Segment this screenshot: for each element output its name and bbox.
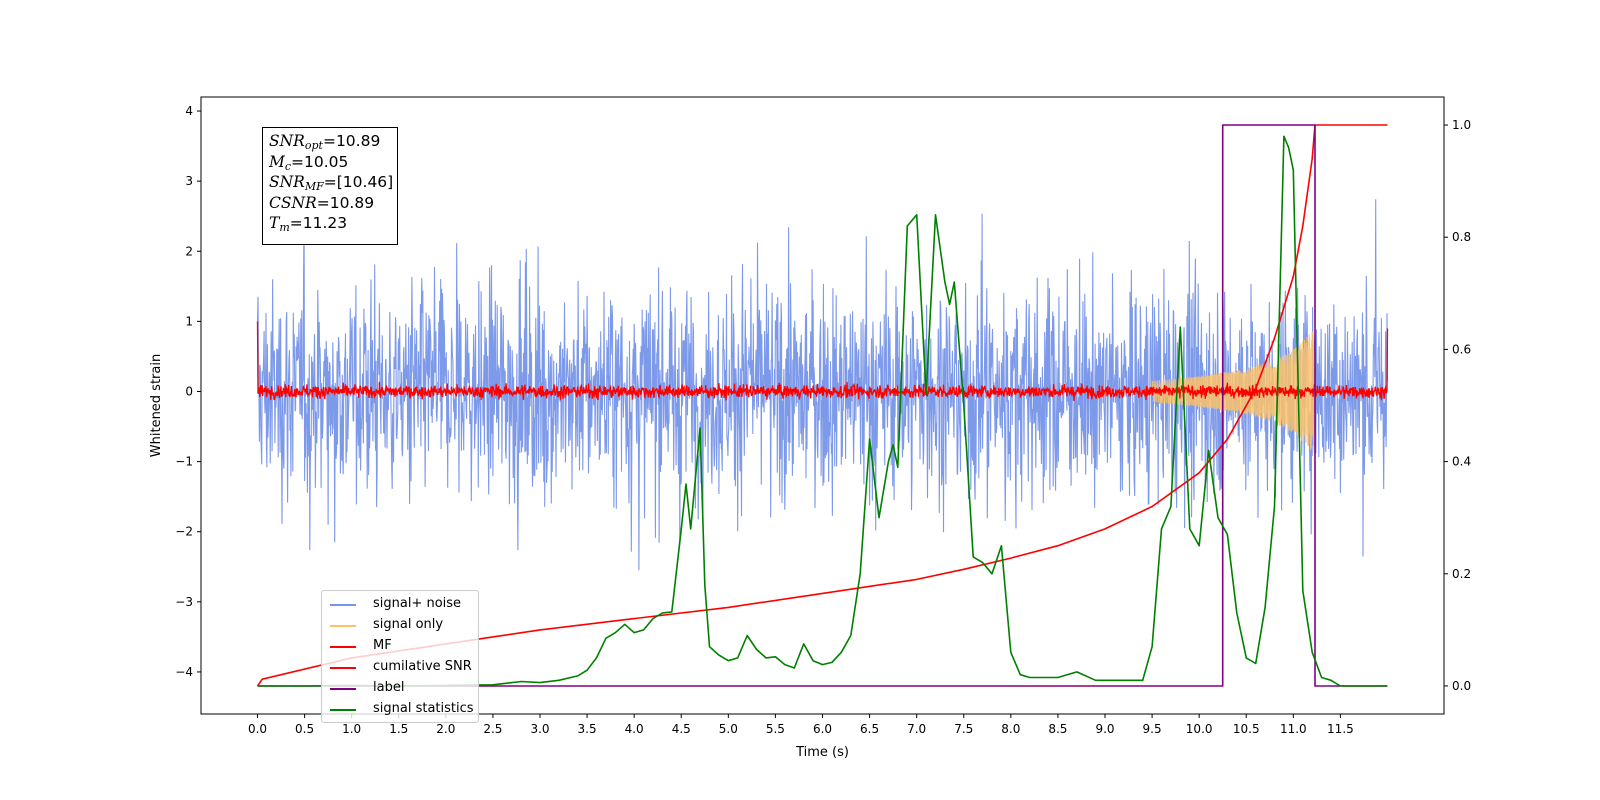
legend-item-signal-only: signal only (330, 616, 475, 634)
legend-label: label (373, 680, 405, 695)
y-right-tick-label: 0.8 (1452, 230, 1471, 244)
legend-item-label: label (330, 679, 475, 697)
x-tick-label: 5.0 (719, 722, 738, 736)
x-tick-label: 0.5 (295, 722, 314, 736)
legend: signal+ noise signal only MF cumilative … (321, 590, 479, 723)
series-signal-noise-line (256, 199, 1389, 571)
y-right-tick-label: 1.0 (1452, 118, 1471, 132)
legend-item-cumulative-snr: cumilative SNR (330, 658, 475, 676)
x-tick-label: 9.0 (1095, 722, 1114, 736)
y-left-tick-label: −3 (175, 595, 193, 609)
x-tick-label: 11.0 (1280, 722, 1307, 736)
y-axis-left-ticks: −4 −3 −2 −1 0 1 2 3 4 (175, 104, 201, 679)
x-tick-label: 8.0 (1001, 722, 1020, 736)
x-axis-ticks: 0.0 0.5 1.0 1.5 2.0 2.5 3.0 3.5 4.0 4.5 5.0 5.5 6.0 6… (248, 714, 1354, 736)
annotation-box: SNRopt=10.89 Mc=10.05 SNRMF=[10.46] CSNR… (262, 127, 398, 245)
y-left-tick-label: −4 (175, 665, 193, 679)
legend-swatch (330, 667, 356, 669)
x-tick-label: 10.0 (1186, 722, 1213, 736)
legend-swatch (330, 688, 356, 690)
series-group (256, 124, 1389, 687)
legend-item-signal-noise: signal+ noise (330, 595, 475, 613)
y-left-tick-label: 3 (185, 174, 193, 188)
series-cumulative-snr-line (256, 124, 1388, 687)
y-left-tick-label: 2 (185, 244, 193, 258)
y-right-tick-label: 0.2 (1452, 567, 1471, 581)
legend-label: signal statistics (373, 701, 474, 716)
y-right-tick-label: 0.0 (1452, 679, 1471, 693)
x-tick-label: 3.5 (578, 722, 597, 736)
x-tick-label: 1.5 (389, 722, 408, 736)
x-tick-label: 1.0 (342, 722, 361, 736)
series-mf-line (256, 321, 1389, 402)
annotation-mc: Mc=10.05 (269, 152, 349, 173)
legend-swatch (330, 646, 356, 648)
x-tick-label: 6.5 (860, 722, 879, 736)
x-tick-label: 5.5 (766, 722, 785, 736)
y-axis-label: Whitened strain (149, 354, 164, 457)
x-axis-label: Time (s) (795, 745, 849, 760)
x-tick-label: 0.0 (248, 722, 267, 736)
annotation-snr-mf: SNRMF=[10.46] (269, 173, 394, 193)
x-tick-label: 7.5 (954, 722, 973, 736)
y-left-tick-label: 1 (185, 314, 193, 328)
annotation-snr-opt: SNRopt=10.89 (269, 132, 381, 152)
legend-label: signal+ noise (373, 596, 462, 611)
series-label-line (257, 124, 1388, 687)
x-tick-label: 7.0 (907, 722, 926, 736)
legend-swatch (330, 709, 356, 711)
x-tick-label: 9.5 (1143, 722, 1162, 736)
y-axis-right-ticks: 0.0 0.2 0.4 0.6 0.8 1.0 (1444, 118, 1471, 693)
y-left-tick-label: 0 (185, 384, 193, 398)
x-tick-label: 11.5 (1327, 722, 1354, 736)
legend-swatch (330, 625, 356, 627)
legend-item-mf: MF (330, 637, 475, 655)
y-right-tick-label: 0.6 (1452, 342, 1471, 356)
x-tick-label: 2.0 (436, 722, 455, 736)
x-tick-label: 10.5 (1233, 722, 1260, 736)
y-left-tick-label: −2 (175, 525, 193, 539)
annotation-csnr: CSNR=10.89 (269, 193, 375, 212)
y-right-tick-label: 0.4 (1452, 455, 1471, 469)
x-tick-label: 4.5 (672, 722, 691, 736)
annotation-tm: Tm=11.23 (269, 214, 348, 234)
legend-item-signal-statistics: signal statistics (330, 700, 475, 718)
x-tick-label: 3.0 (530, 722, 549, 736)
x-tick-label: 8.5 (1048, 722, 1067, 736)
x-tick-label: 6.0 (813, 722, 832, 736)
x-tick-label: 2.5 (483, 722, 502, 736)
legend-label: cumilative SNR (373, 659, 472, 674)
y-left-tick-label: 4 (185, 104, 193, 118)
y-left-tick-label: −1 (175, 455, 193, 469)
x-tick-label: 4.0 (625, 722, 644, 736)
legend-label: MF (373, 638, 392, 653)
legend-label: signal only (373, 617, 444, 632)
legend-swatch (330, 604, 356, 606)
series-signal-statistics-line (257, 135, 1388, 687)
